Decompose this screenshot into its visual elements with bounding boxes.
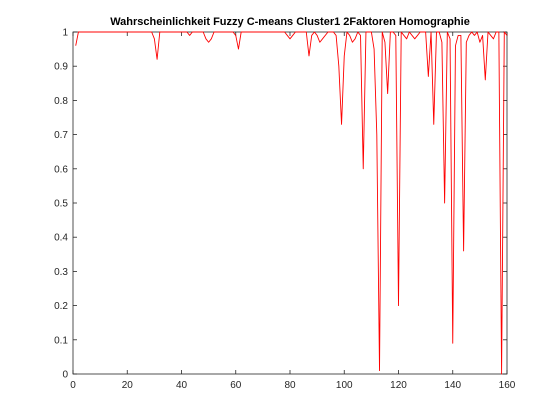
y-tick-label: 0.4 bbox=[54, 233, 68, 244]
x-tick-label: 140 bbox=[444, 380, 461, 391]
y-tick-label: 0.1 bbox=[54, 335, 68, 346]
y-tick-label: 0.6 bbox=[54, 164, 68, 175]
x-tick-label: 160 bbox=[499, 380, 516, 391]
y-tick-label: 0.3 bbox=[54, 267, 68, 278]
x-tick-label: 20 bbox=[122, 380, 134, 391]
plot-area: 0 20 40 60 80 100 120 140 160 0 0.1 0.2 0.3 0.4 0.5 0.6… bbox=[54, 28, 516, 392]
x-tick-label: 80 bbox=[284, 380, 296, 391]
y-tick-label: 0.5 bbox=[54, 199, 68, 210]
y-tick-label: 0.7 bbox=[54, 130, 68, 141]
chart-title: Wahrscheinlichkeit Fuzzy C-means Cluster… bbox=[110, 16, 470, 28]
axes-box bbox=[72, 31, 508, 375]
y-tick-label: 0.8 bbox=[54, 96, 68, 107]
y-tick-label: 1 bbox=[62, 28, 68, 39]
y-tick-label: 0 bbox=[62, 370, 68, 381]
x-tick-label: 120 bbox=[390, 380, 407, 391]
x-tick-label: 100 bbox=[336, 380, 353, 391]
y-tick-label: 0.2 bbox=[54, 301, 68, 312]
x-tick-label: 0 bbox=[70, 380, 76, 391]
x-tick-label: 40 bbox=[176, 380, 188, 391]
series-line bbox=[75, 31, 508, 375]
x-tick-label: 60 bbox=[230, 380, 242, 391]
y-tick-label: 0.9 bbox=[54, 62, 68, 73]
